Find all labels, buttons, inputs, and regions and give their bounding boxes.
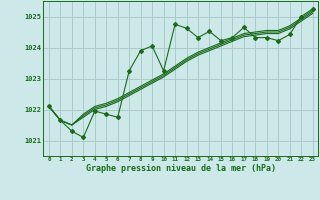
X-axis label: Graphe pression niveau de la mer (hPa): Graphe pression niveau de la mer (hPa) <box>86 164 276 173</box>
